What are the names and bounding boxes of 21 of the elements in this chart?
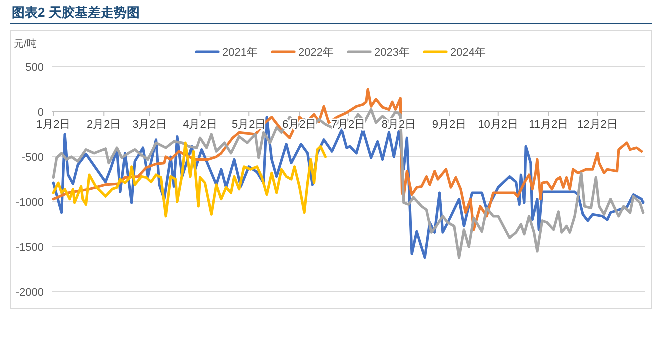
x-tick-label: 6月2日: [282, 119, 317, 131]
y-tick-label: 0: [38, 107, 44, 119]
x-tick-label: 2月2日: [87, 119, 122, 131]
y-tick-label: -1500: [16, 242, 44, 254]
legend-label: 2021年: [222, 47, 258, 59]
x-tick-label: 10月2日: [478, 119, 519, 131]
y-tick-label: -1000: [16, 197, 44, 209]
x-tick-label: 12月2日: [578, 119, 618, 131]
x-tick-label: 4月2日: [183, 119, 218, 131]
x-tick-label: 3月2日: [132, 119, 167, 131]
y-tick-label: -2000: [16, 287, 44, 299]
y-tick-label: -500: [22, 152, 44, 164]
x-tick-label: 11月2日: [529, 119, 569, 131]
title: 图表2 天胶基差走势图: [12, 5, 140, 20]
x-tick-label: 9月2日: [432, 119, 467, 131]
ylabel: 元/吨: [14, 39, 37, 50]
legend-label: 2024年: [450, 47, 486, 59]
x-tick-label: 1月2日: [36, 119, 71, 131]
legend-label: 2023年: [374, 47, 410, 59]
legend-label: 2022年: [298, 47, 334, 59]
y-tick-label: 500: [26, 62, 44, 74]
